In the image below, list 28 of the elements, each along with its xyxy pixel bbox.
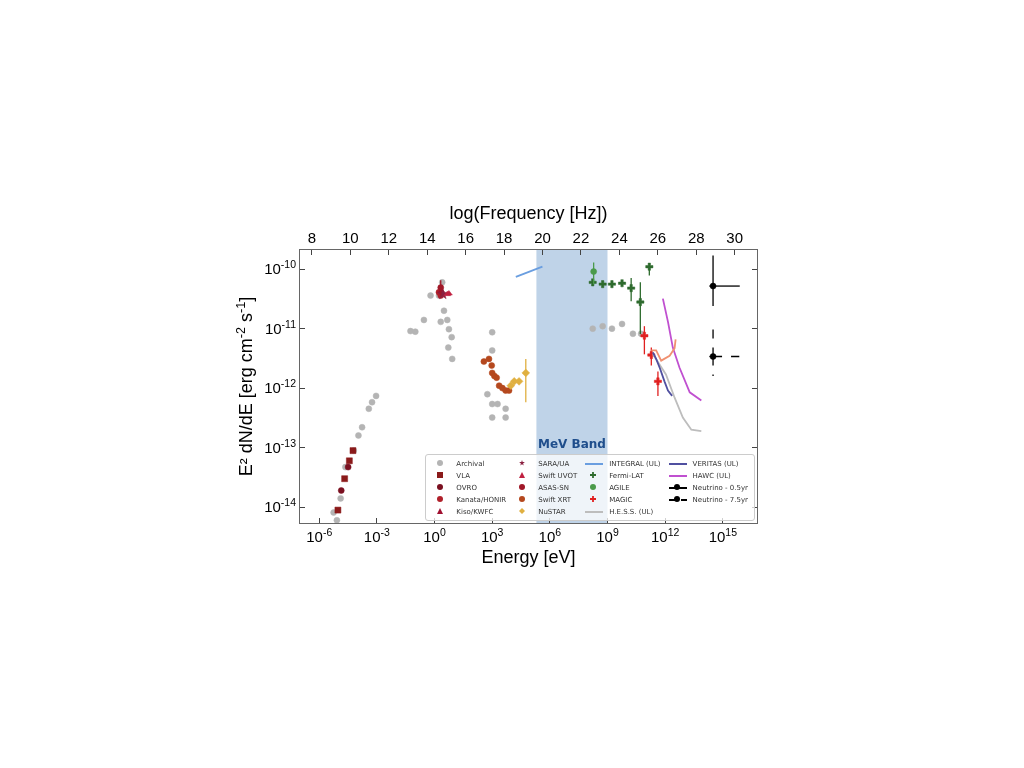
x2-axis-title: log(Frequency [Hz]) xyxy=(449,203,608,224)
x2-tick-label: 8 xyxy=(307,229,317,246)
band-label: MeV Band xyxy=(538,437,606,451)
x-tick-label: 10$^{-6}$ xyxy=(306,525,333,545)
x2-tick-label: 26 xyxy=(649,229,667,246)
x2-tick-label: 14 xyxy=(418,229,436,246)
x2-tick-label: 12 xyxy=(380,229,398,246)
x2-tick-label: 24 xyxy=(611,229,628,246)
y-tick-label: 10$^{-14}$ xyxy=(264,496,297,516)
x2-tick-label: 30 xyxy=(726,229,744,246)
x-tick-label: 10$^{-3}$ xyxy=(363,525,391,545)
y-tick-label: 10$^{-13}$ xyxy=(264,436,297,456)
x-tick-label: 10$^{0}$ xyxy=(423,525,446,545)
x-tick-label: 10$^{12}$ xyxy=(650,525,680,545)
y-tick-label: 10$^{-11}$ xyxy=(264,317,297,337)
x-tick-label: 10$^{6}$ xyxy=(538,525,562,545)
x2-tick-label: 10 xyxy=(342,229,359,246)
x-tick-label: 10$^{15}$ xyxy=(708,525,738,545)
x-tick-label: 10$^{9}$ xyxy=(596,525,619,545)
x2-tick-label: 28 xyxy=(687,229,705,246)
y-tick-label: 10$^{-10}$ xyxy=(264,258,297,278)
x-tick-label: 10$^{3}$ xyxy=(480,525,504,545)
x2-tick-label: 20 xyxy=(534,229,551,246)
x2-tick-label: 22 xyxy=(572,229,590,246)
x2-tick-label: 18 xyxy=(495,229,513,246)
x2-tick-label: 16 xyxy=(457,229,474,246)
x-axis-title: Energy [eV] xyxy=(481,547,576,568)
y-tick-label: 10$^{-12}$ xyxy=(264,377,297,397)
